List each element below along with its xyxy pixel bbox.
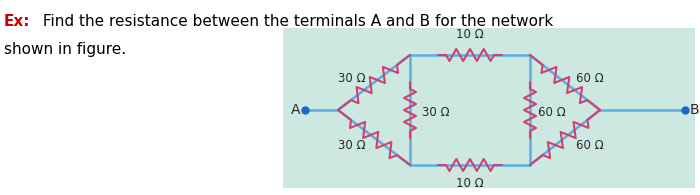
Text: 60 Ω: 60 Ω <box>538 106 566 120</box>
Text: 30 Ω: 30 Ω <box>338 139 366 152</box>
Text: Find the resistance between the terminals A and B for the network: Find the resistance between the terminal… <box>38 14 553 29</box>
Text: A: A <box>290 103 300 117</box>
Text: 60 Ω: 60 Ω <box>576 139 604 152</box>
Text: 30 Ω: 30 Ω <box>422 106 449 120</box>
Text: B: B <box>690 103 699 117</box>
Text: 30 Ω: 30 Ω <box>338 72 366 85</box>
Text: Ex:: Ex: <box>4 14 31 29</box>
Text: 10 Ω: 10 Ω <box>456 28 484 41</box>
Text: 60 Ω: 60 Ω <box>576 72 604 85</box>
Bar <box>283 28 695 188</box>
Text: 10 Ω: 10 Ω <box>456 177 484 190</box>
Text: shown in figure.: shown in figure. <box>4 42 126 57</box>
